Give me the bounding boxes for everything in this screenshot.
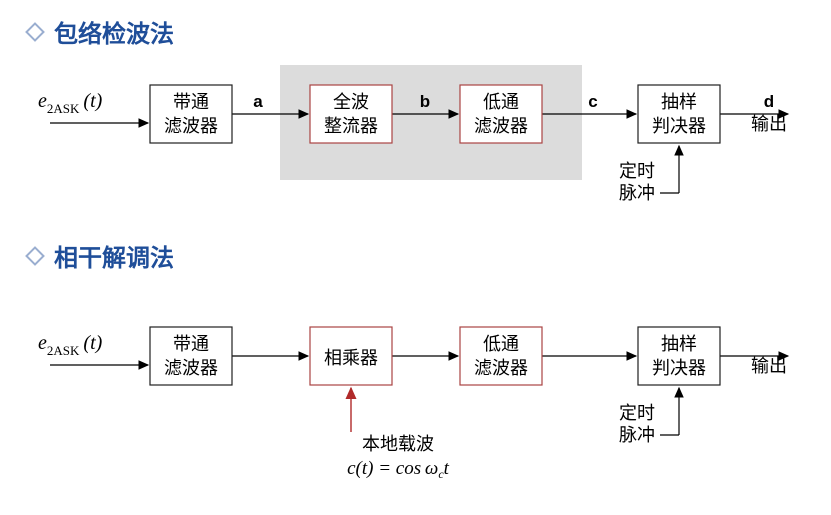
timing-1-l2: 脉冲: [619, 183, 655, 203]
tag-a: a: [253, 92, 263, 111]
lpf1-l2: 滤波器: [474, 116, 528, 136]
local-carrier-formula: c(t) = cos ωct: [347, 458, 450, 481]
lpf1-l1: 低通: [483, 92, 519, 112]
input-signal-2: e2ASK (t): [38, 332, 103, 358]
diagram-coherent: e2ASK (t) 输出 带通 滤波器 相乘器 低通 滤波器 抽样 判决器: [20, 252, 810, 502]
bpf2-l2: 滤波器: [164, 358, 218, 378]
tag-d: d: [764, 92, 774, 111]
lpf2-l2: 滤波器: [474, 358, 528, 378]
tag-c: c: [588, 92, 597, 111]
output-label-2: 输出: [751, 356, 787, 376]
bpf2-l1: 带通: [173, 334, 209, 354]
fwr-l2: 整流器: [324, 116, 378, 136]
block-fwr: 全波 整流器: [310, 85, 392, 143]
dec1-l1: 抽样: [661, 92, 697, 112]
timing-2-l2: 脉冲: [619, 425, 655, 445]
tag-b: b: [420, 92, 430, 111]
bpf1-l1: 带通: [173, 92, 209, 112]
block-bpf1: 带通 滤波器: [150, 85, 232, 143]
block-lpf1: 低通 滤波器: [460, 85, 542, 143]
bpf1-l2: 滤波器: [164, 116, 218, 136]
lpf2-l1: 低通: [483, 334, 519, 354]
block-mul: 相乘器: [310, 327, 392, 385]
block-dec2: 抽样 判决器: [638, 327, 720, 385]
local-carrier-label: 本地载波: [362, 434, 434, 454]
timing-2-l1: 定时: [619, 403, 655, 423]
output-label-1: 输出: [751, 114, 787, 134]
fwr-l1: 全波: [333, 92, 369, 112]
block-dec1: 抽样 判决器: [638, 85, 720, 143]
timing-1-l1: 定时: [619, 161, 655, 181]
dec2-l1: 抽样: [661, 334, 697, 354]
block-bpf2: 带通 滤波器: [150, 327, 232, 385]
dec2-l2: 判决器: [652, 358, 706, 378]
diagram-envelope: e2ASK (t) a b c d 输出 带通 滤波器 全波 整流器 低通 滤波…: [20, 10, 810, 230]
block-lpf2: 低通 滤波器: [460, 327, 542, 385]
dec1-l2: 判决器: [652, 116, 706, 136]
mul-l1: 相乘器: [324, 348, 378, 368]
input-signal-1: e2ASK (t): [38, 90, 103, 116]
